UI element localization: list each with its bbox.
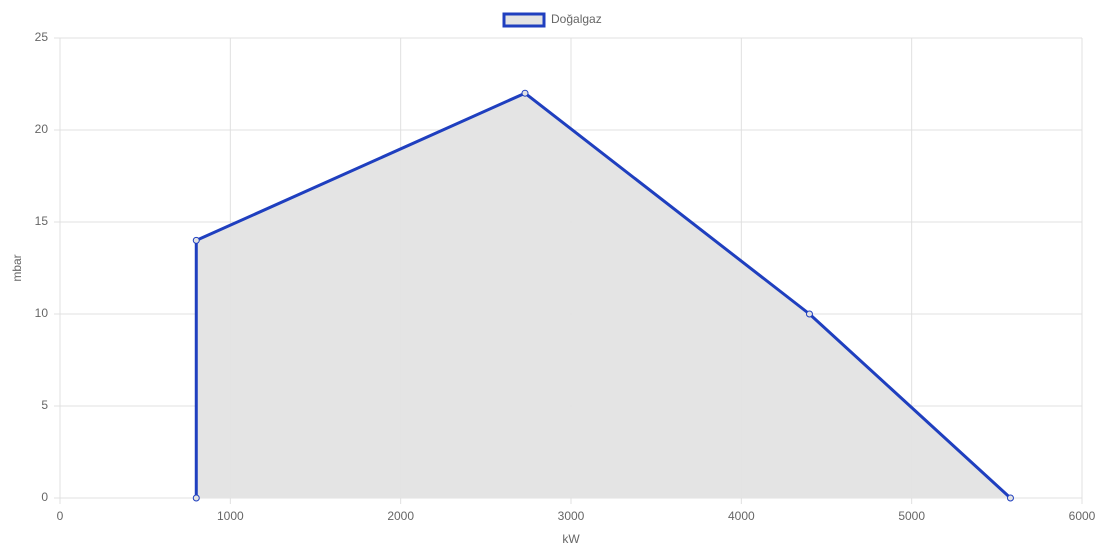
legend-label: Doğalgaz — [551, 12, 602, 26]
area — [196, 93, 1011, 498]
x-tick-label: 5000 — [898, 509, 925, 523]
x-axis-title: kW — [562, 532, 580, 546]
point — [805, 310, 813, 318]
x-tick-label: 1000 — [217, 509, 244, 523]
x-tick-label: 0 — [57, 509, 64, 523]
x-tick-label: 3000 — [558, 509, 585, 523]
point — [1006, 494, 1014, 502]
y-axis-title: mbar — [10, 254, 24, 281]
x-tick-label: 6000 — [1069, 509, 1096, 523]
y-tick-label: 15 — [35, 214, 49, 228]
y-tick-label: 25 — [35, 30, 49, 44]
y-tick-label: 10 — [35, 306, 49, 320]
point — [192, 236, 200, 244]
y-tick-label: 5 — [41, 398, 48, 412]
point — [192, 494, 200, 502]
legend-swatch — [502, 12, 546, 28]
point — [521, 89, 529, 97]
y-tick-label: 20 — [35, 122, 49, 136]
y-tick-label: 0 — [41, 490, 48, 504]
x-tick-label: 4000 — [728, 509, 755, 523]
x-tick-label: 2000 — [387, 509, 414, 523]
